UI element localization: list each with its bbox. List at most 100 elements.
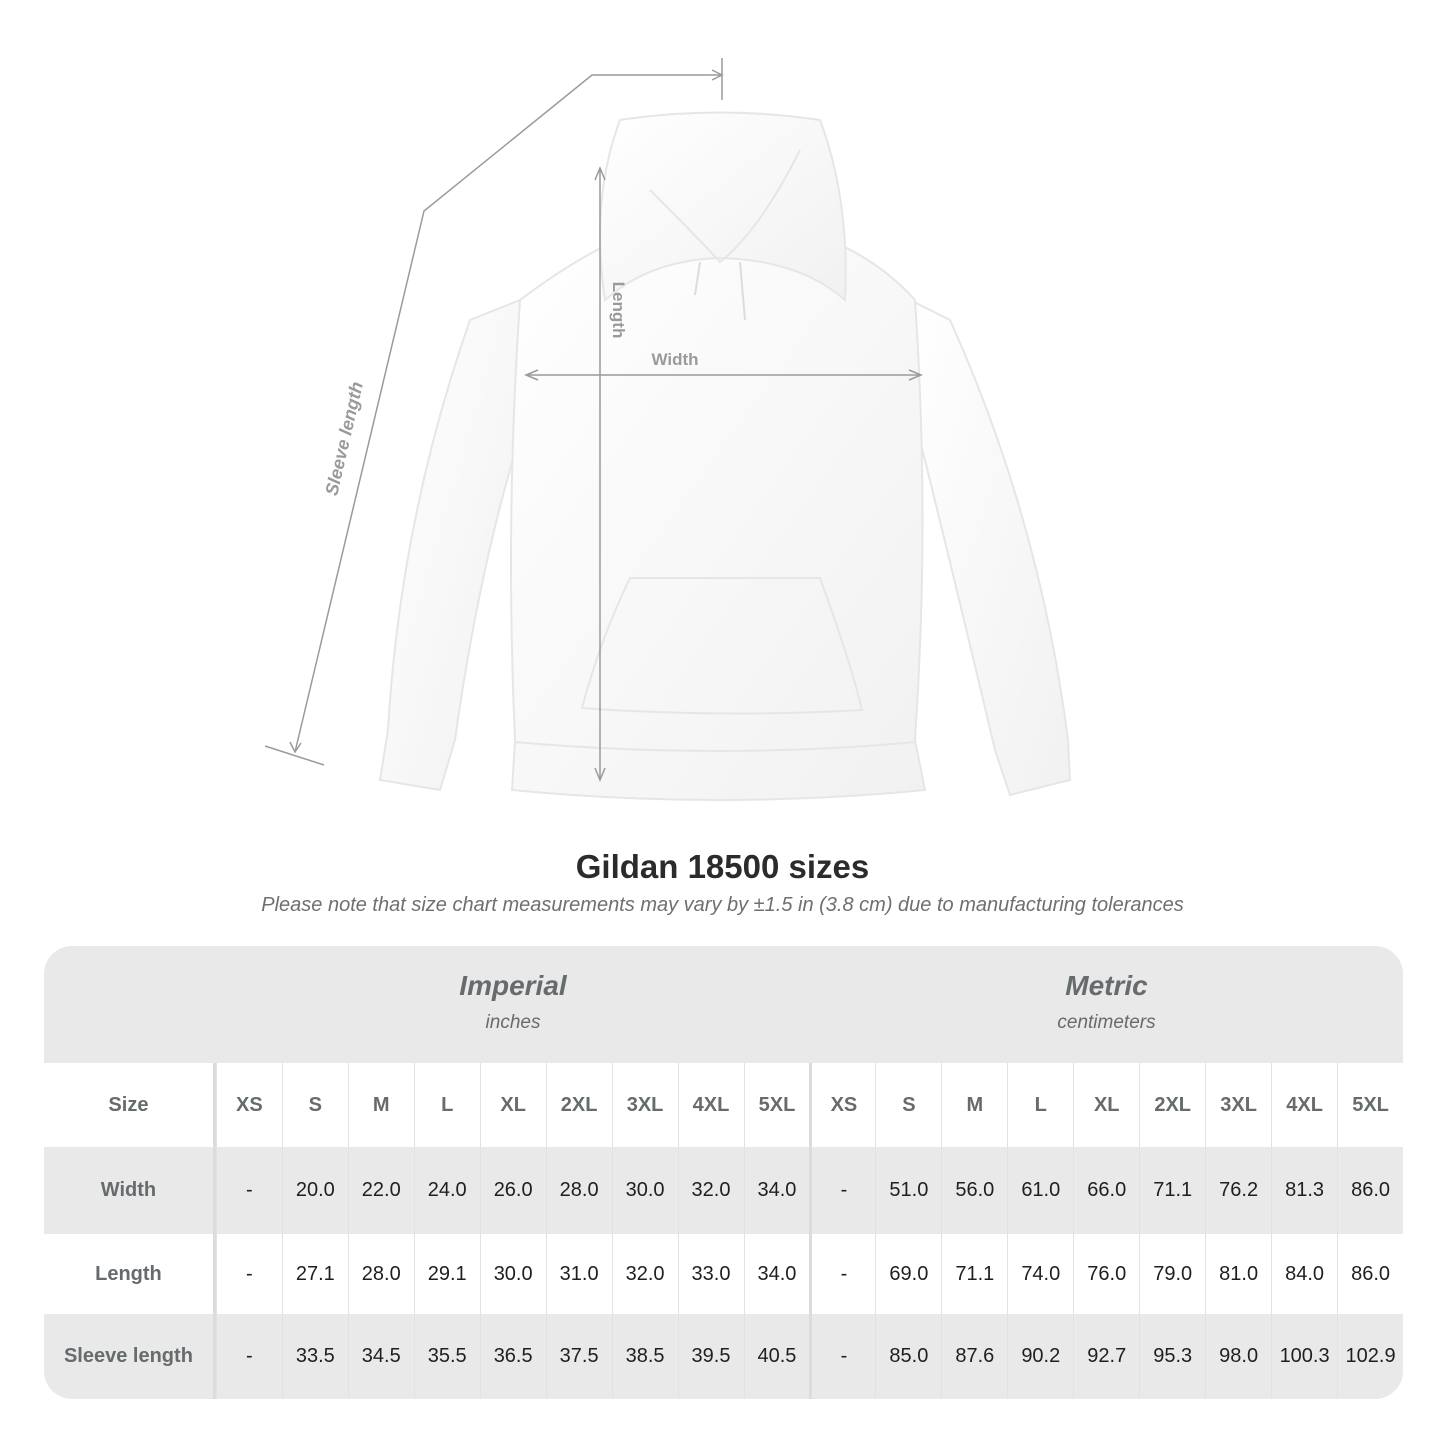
metric-unit: centimeters — [1057, 1012, 1156, 1033]
measurement-lines — [264, 58, 923, 782]
imperial-value-cell: - — [215, 1234, 282, 1314]
metric-size-header: M — [941, 1063, 1007, 1147]
hood — [599, 111, 847, 303]
metric-value-cell: 81.3 — [1271, 1147, 1337, 1234]
imperial-value-cell: 28.0 — [545, 1147, 612, 1234]
imperial-value-cell: 26.0 — [479, 1147, 546, 1234]
imperial-value-cell: 39.5 — [677, 1314, 744, 1399]
metric-value-cell: 86.0 — [1337, 1234, 1403, 1314]
row-label: Length — [44, 1234, 216, 1314]
metric-value-cell: 69.0 — [875, 1234, 941, 1314]
imperial-value-cell: 29.1 — [413, 1234, 480, 1314]
hoodie-body — [510, 229, 927, 801]
imperial-value-cell: 33.0 — [677, 1234, 744, 1314]
metric-value-cell: 87.6 — [941, 1314, 1007, 1399]
metric-value-cell: 66.0 — [1073, 1147, 1139, 1234]
metric-value-cell: 95.3 — [1139, 1314, 1205, 1399]
metric-value-cell: 61.0 — [1007, 1147, 1073, 1234]
width-label: Width — [651, 350, 698, 369]
metric-value-cell: - — [809, 1314, 875, 1399]
metric-value-cell: 71.1 — [941, 1234, 1007, 1314]
metric-value-cell: 51.0 — [875, 1147, 941, 1234]
metric-value-cell: 79.0 — [1139, 1234, 1205, 1314]
metric-value-cell: 92.7 — [1073, 1314, 1139, 1399]
imperial-value-cell: 24.0 — [413, 1147, 480, 1234]
imperial-value-cell: 34.0 — [743, 1234, 810, 1314]
imperial-value-cell: - — [215, 1314, 282, 1399]
hoodie-illustration — [378, 111, 1072, 801]
imperial-value-cell: 32.0 — [677, 1147, 744, 1234]
metric-value-cell: 98.0 — [1205, 1314, 1271, 1399]
metric-size-header: 3XL — [1205, 1063, 1271, 1147]
table-row: Sleeve length -33.5 34.5 35.5 36.5 37.5 38.5 39… — [44, 1314, 1403, 1399]
table-header-band — [44, 946, 1403, 1063]
imperial-value-cell: 34.0 — [743, 1147, 810, 1234]
metric-value-cell: 100.3 — [1271, 1314, 1337, 1399]
length-label: Length — [609, 282, 628, 339]
tolerance-note: Please note that size chart measurements… — [261, 894, 1184, 916]
imperial-value-cell: 27.1 — [281, 1234, 348, 1314]
imperial-size-header: L — [413, 1063, 480, 1147]
metric-value-cell: 84.0 — [1271, 1234, 1337, 1314]
size-header-label: Size — [44, 1063, 216, 1147]
imperial-value-cell: - — [215, 1147, 282, 1234]
metric-value-cell: 102.9 — [1337, 1314, 1403, 1399]
row-label: Sleeve length — [44, 1314, 216, 1399]
imperial-value-cell: 38.5 — [611, 1314, 678, 1399]
imperial-size-header: M — [347, 1063, 414, 1147]
imperial-title: Imperial — [459, 970, 567, 1001]
metric-size-header: 2XL — [1139, 1063, 1205, 1147]
metric-value-cell: - — [809, 1147, 875, 1234]
imperial-value-cell: 37.5 — [545, 1314, 612, 1399]
imperial-size-header: 4XL — [677, 1063, 744, 1147]
imperial-value-cell: 34.5 — [347, 1314, 414, 1399]
imperial-size-header: 2XL — [545, 1063, 612, 1147]
table-row: Length -27.1 28.0 29.1 30.0 31.0 32.0 33.0 34.0-… — [44, 1234, 1403, 1314]
metric-value-cell: 86.0 — [1337, 1147, 1403, 1234]
metric-size-header: 5XL — [1337, 1063, 1403, 1147]
metric-value-cell: - — [809, 1234, 875, 1314]
metric-value-cell: 90.2 — [1007, 1314, 1073, 1399]
size-table: Imperial inches Metric centimeters Size X… — [44, 946, 1403, 1399]
table-row: Width -20.0 22.0 24.0 26.0 28.0 30.0 32.0 34.0-5… — [44, 1147, 1403, 1234]
imperial-size-header: 5XL — [743, 1063, 810, 1147]
imperial-unit: inches — [485, 1012, 541, 1033]
left-sleeve — [378, 298, 527, 792]
imperial-value-cell: 20.0 — [281, 1147, 348, 1234]
metric-size-header: S — [875, 1063, 941, 1147]
imperial-value-cell: 31.0 — [545, 1234, 612, 1314]
metric-value-cell: 71.1 — [1139, 1147, 1205, 1234]
imperial-value-cell: 35.5 — [413, 1314, 480, 1399]
page-title: Gildan 18500 sizes — [575, 848, 870, 885]
hoodie-diagram: Sleeve length Length Width — [264, 58, 1072, 801]
metric-value-cell: 56.0 — [941, 1147, 1007, 1234]
metric-title: Metric — [1065, 970, 1148, 1001]
imperial-size-header: XS — [215, 1063, 282, 1147]
metric-value-cell: 74.0 — [1007, 1234, 1073, 1314]
row-label: Width — [44, 1147, 216, 1234]
imperial-size-header: S — [281, 1063, 348, 1147]
imperial-value-cell: 33.5 — [281, 1314, 348, 1399]
metric-value-cell: 81.0 — [1205, 1234, 1271, 1314]
metric-value-cell: 76.2 — [1205, 1147, 1271, 1234]
imperial-size-header: XL — [479, 1063, 546, 1147]
imperial-value-cell: 32.0 — [611, 1234, 678, 1314]
imperial-value-cell: 30.0 — [479, 1234, 546, 1314]
metric-value-cell: 76.0 — [1073, 1234, 1139, 1314]
sleeve-length-line — [294, 74, 722, 753]
metric-size-header: L — [1007, 1063, 1073, 1147]
right-sleeve — [908, 298, 1072, 797]
metric-size-header: XS — [809, 1063, 875, 1147]
pocket — [580, 577, 864, 715]
imperial-value-cell: 36.5 — [479, 1314, 546, 1399]
metric-header: Metric centimeters — [810, 946, 1403, 1063]
imperial-value-cell: 28.0 — [347, 1234, 414, 1314]
imperial-size-header: 3XL — [611, 1063, 678, 1147]
metric-size-header: XL — [1073, 1063, 1139, 1147]
size-header-row: Size XS S M L XL 2XL 3XL 4XL 5XL XS S M L XL 2XL 3XL 4XL 5… — [44, 1063, 1403, 1147]
imperial-value-cell: 40.5 — [743, 1314, 810, 1399]
imperial-header: Imperial inches — [216, 946, 810, 1063]
metric-value-cell: 85.0 — [875, 1314, 941, 1399]
imperial-value-cell: 30.0 — [611, 1147, 678, 1234]
imperial-value-cell: 22.0 — [347, 1147, 414, 1234]
